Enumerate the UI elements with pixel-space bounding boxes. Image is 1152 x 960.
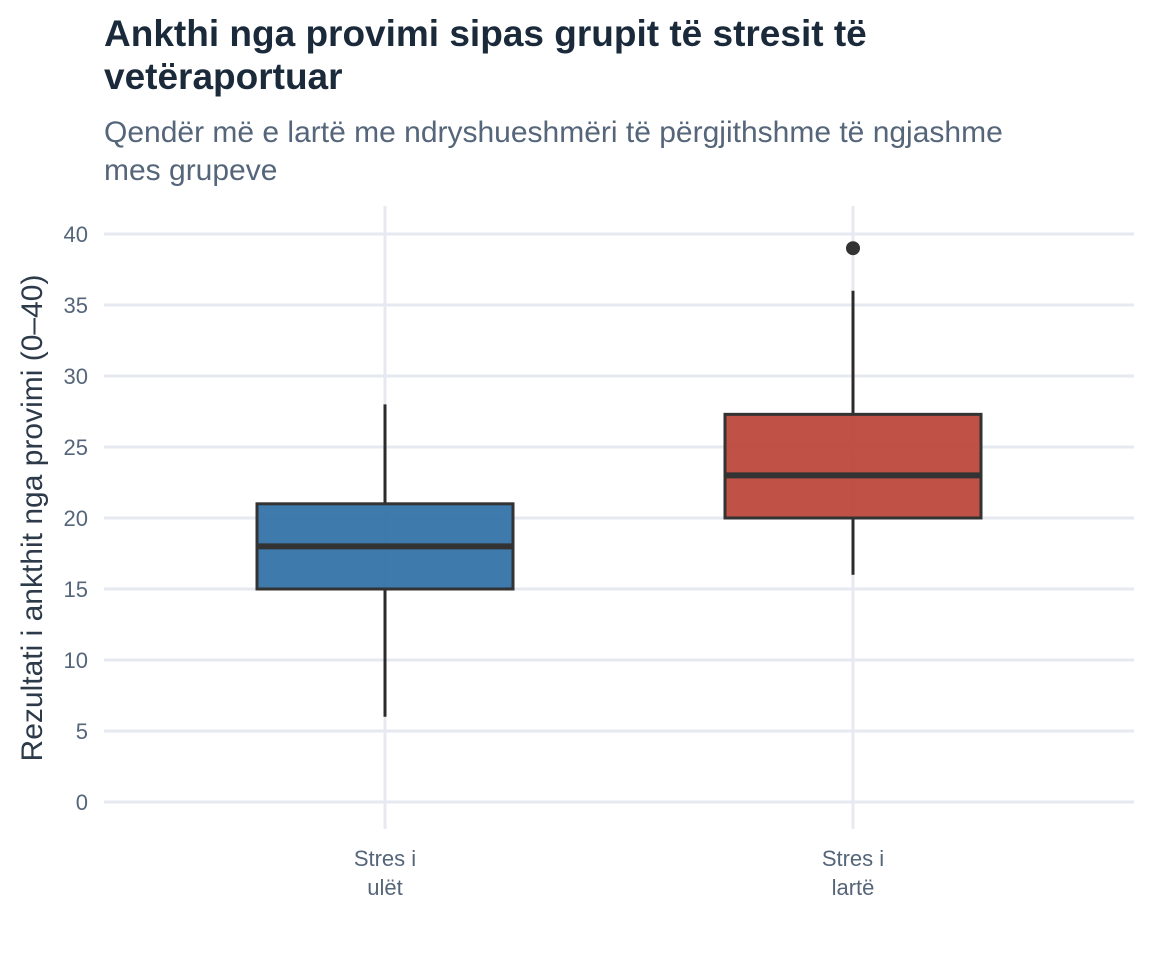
y-tick-label: 35: [64, 293, 88, 318]
chart-title: Ankthi nga provimi sipas grupit të stres…: [104, 13, 867, 97]
y-tick-label: 5: [76, 719, 88, 744]
box-iqr: [723, 412, 983, 520]
x-tick-label: Stres i lartë: [822, 846, 884, 900]
grid-lines: [104, 206, 1134, 829]
x-tick-label-line: Stres i: [354, 846, 416, 871]
box-1: [255, 404, 515, 717]
y-axis-ticks: 0 5 10 15 20 25 30 35 40: [64, 222, 88, 815]
box-2: [723, 241, 983, 575]
y-tick-label: 30: [64, 364, 88, 389]
y-tick-label: 20: [64, 506, 88, 531]
x-tick-label-line: Stres i: [822, 846, 884, 871]
x-axis-ticks: Stres i ulët Stres i lartë: [354, 846, 884, 900]
outlier-point: [846, 241, 860, 256]
boxes: [255, 241, 983, 717]
y-tick-label: 15: [64, 577, 88, 602]
y-axis-title: Rezultati i ankthit nga provimi (0–40): [16, 275, 49, 762]
x-tick-label-line: ulët: [367, 875, 402, 900]
y-tick-label: 25: [64, 435, 88, 460]
x-tick-label-line: lartë: [832, 875, 875, 900]
y-tick-label: 40: [64, 222, 88, 247]
y-tick-label: 0: [76, 790, 88, 815]
x-tick-label: Stres i ulët: [354, 846, 416, 900]
chart-subtitle: Qendër më e lartë me ndryshueshmëri të p…: [104, 116, 1003, 187]
y-tick-label: 10: [64, 648, 88, 673]
